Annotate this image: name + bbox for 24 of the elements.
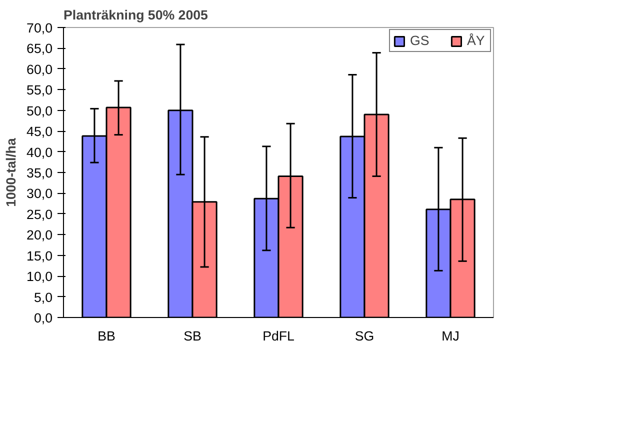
y-tick-label: 25,0	[26, 206, 53, 222]
legend-label: ÅY	[467, 33, 486, 48]
y-tick-label: 5,0	[34, 290, 53, 305]
y-tick-label: 70,0	[26, 20, 53, 36]
x-tick-label: SB	[184, 328, 202, 344]
y-tick-label: 0,0	[34, 310, 53, 326]
y-tick-label: 55,0	[26, 82, 53, 98]
y-tick-label: 45,0	[26, 124, 53, 140]
y-tick-label: 35,0	[26, 166, 53, 180]
x-tick-label: BB	[98, 328, 116, 344]
y-tick-label: 60,0	[26, 62, 53, 77]
y-tick-label: 20,0	[26, 228, 53, 243]
legend-label: GS	[410, 33, 430, 48]
chart-title: Planträkning 50% 2005	[64, 8, 209, 22]
y-tick-label: 40,0	[26, 144, 53, 160]
y-tick-label: 65,0	[26, 41, 53, 56]
x-tick-label: PdFL	[262, 328, 294, 344]
x-tick-label: SG	[354, 328, 374, 344]
y-tick-label: 50,0	[26, 103, 53, 118]
y-tick-label: 30,0	[26, 186, 53, 202]
y-axis-title: 1000-tal/ha	[4, 137, 19, 207]
y-tick-label: 10,0	[26, 269, 53, 284]
y-tick-label: 15,0	[26, 248, 53, 264]
x-tick-label: MJ	[442, 328, 460, 344]
